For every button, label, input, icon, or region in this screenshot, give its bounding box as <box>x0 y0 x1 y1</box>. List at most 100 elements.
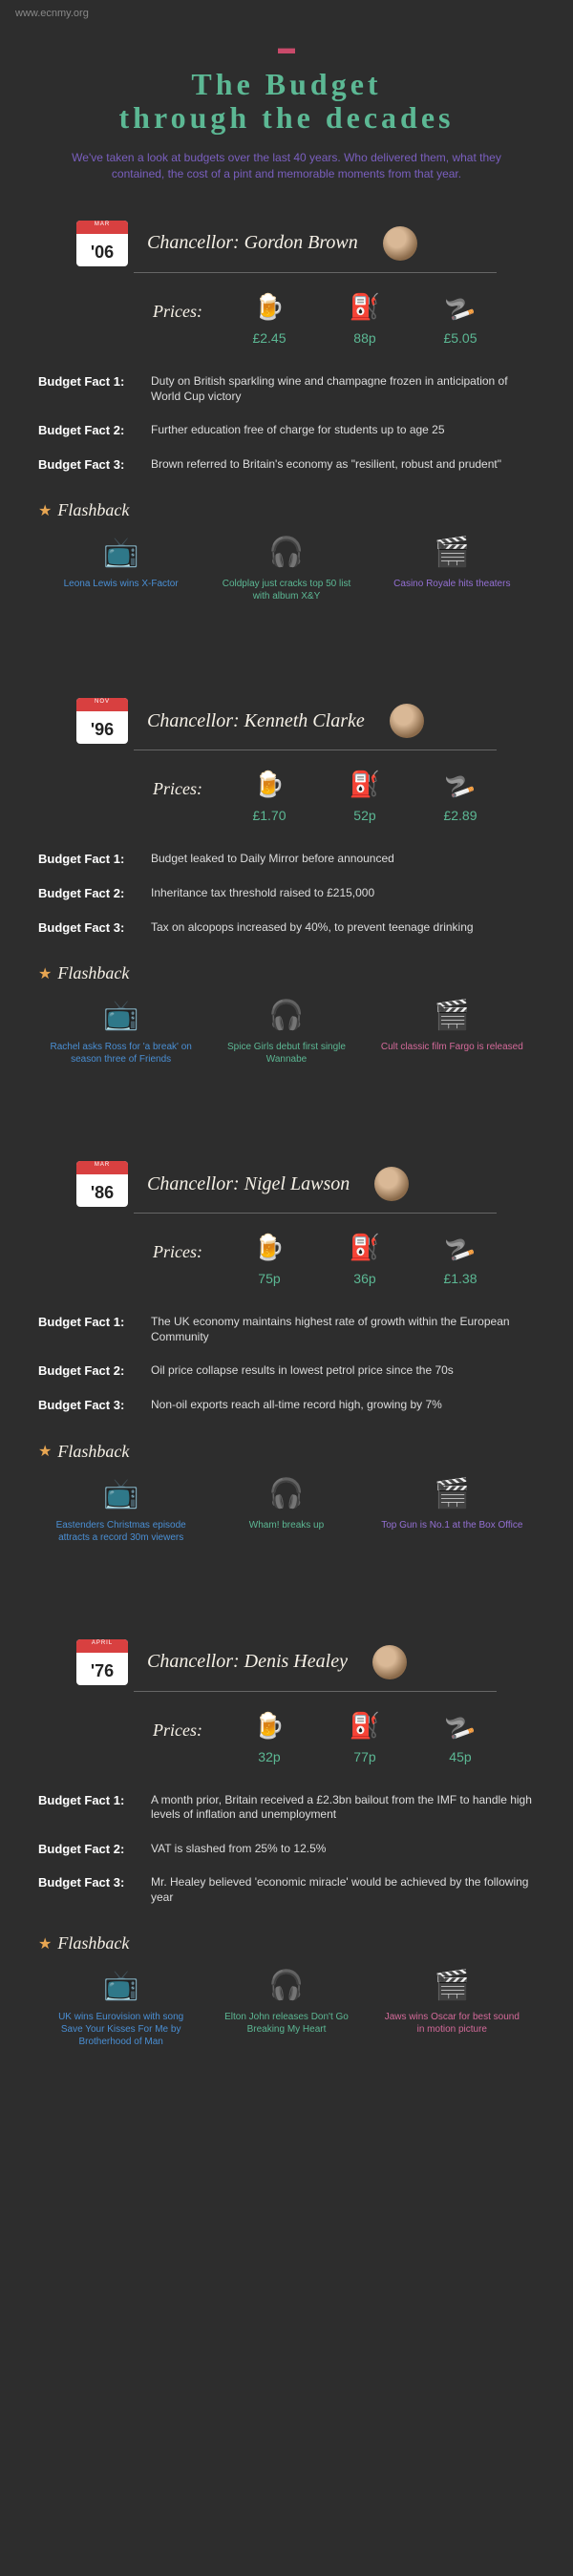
price-cigarettes: 🚬 £2.89 <box>432 770 489 823</box>
prices-label: Prices: <box>153 779 202 799</box>
flashback-header: ★ Flashback <box>38 500 535 520</box>
tv-icon: 📺 <box>103 536 138 570</box>
decade-section: NOV '96 Chancellor: Kenneth Clarke Price… <box>38 698 535 1066</box>
facts-list: Budget Fact 1: Budget leaked to Daily Mi… <box>38 852 535 935</box>
avatar <box>372 1645 407 1679</box>
flashback-items: 📺 Rachel asks Ross for 'a break' on seas… <box>48 999 525 1066</box>
fact-label: Budget Fact 2: <box>38 886 141 901</box>
chancellor-name: Chancellor: Denis Healey <box>147 1651 348 1673</box>
calendar-icon: NOV '96 <box>76 698 128 744</box>
price-fuel: ⛽ 77p <box>336 1711 393 1764</box>
calendar-icon: APRIL '76 <box>76 1639 128 1685</box>
price-value: £5.05 <box>443 330 477 346</box>
fact-label: Budget Fact 3: <box>38 1875 141 1905</box>
flashback-text: Leona Lewis wins X-Factor <box>64 578 179 590</box>
flashback-text: Rachel asks Ross for 'a break' on season… <box>50 1041 193 1066</box>
star-icon: ★ <box>38 964 52 983</box>
flashback-item: 📺 Rachel asks Ross for 'a break' on seas… <box>50 999 193 1066</box>
fact-text: The UK economy maintains highest rate of… <box>151 1315 535 1344</box>
flashback-items: 📺 Eastenders Christmas episode attracts … <box>48 1477 525 1544</box>
price-fuel: ⛽ 36p <box>336 1233 393 1286</box>
calendar-month: MAR <box>76 222 128 227</box>
price-cigarettes: 🚬 45p <box>432 1711 489 1764</box>
price-beer: 🍺 75p <box>241 1233 298 1286</box>
flashback-header: ★ Flashback <box>38 1933 535 1953</box>
site-url: www.ecnmy.org <box>0 0 573 19</box>
price-fuel: ⛽ 52p <box>336 770 393 823</box>
prices-row: Prices: 🍺 £1.70 ⛽ 52p 🚬 £2.89 <box>153 770 535 823</box>
flashback-text: Spice Girls debut first single Wannabe <box>215 1041 358 1066</box>
flashback-text: Elton John releases Don't Go Breaking My… <box>215 2011 358 2036</box>
fact-label: Budget Fact 1: <box>38 1793 141 1823</box>
calendar-year: '96 <box>91 720 114 740</box>
divider <box>134 272 497 273</box>
flashback-header: ★ Flashback <box>38 963 535 983</box>
budget-fact: Budget Fact 3: Mr. Healey believed 'econ… <box>38 1875 535 1905</box>
flashback-item: 🎧 Coldplay just cracks top 50 list with … <box>215 536 358 602</box>
fact-text: A month prior, Britain received a £2.3bn… <box>151 1793 535 1823</box>
budget-fact: Budget Fact 1: Duty on British sparkling… <box>38 374 535 404</box>
fact-text: Mr. Healey believed 'economic miracle' w… <box>151 1875 535 1905</box>
price-beer: 🍺 £2.45 <box>241 292 298 346</box>
calendar-icon: MAR '86 <box>76 1161 128 1207</box>
film-icon: 🎬 <box>435 536 470 570</box>
calendar-year: '86 <box>91 1183 114 1203</box>
beer-icon: 🍺 <box>254 1233 285 1263</box>
title-line1: The Budget <box>191 67 381 101</box>
budget-fact: Budget Fact 2: Further education free of… <box>38 423 535 438</box>
flashback-items: 📺 Leona Lewis wins X-Factor 🎧 Coldplay j… <box>48 536 525 602</box>
calendar-month: NOV <box>76 699 128 705</box>
price-value: 32p <box>258 1749 280 1764</box>
price-value: £1.38 <box>443 1271 477 1286</box>
flashback-item: 🎧 Spice Girls debut first single Wannabe <box>215 999 358 1066</box>
price-beer: 🍺 32p <box>241 1711 298 1764</box>
fuel-icon: ⛽ <box>350 1711 380 1742</box>
flashback-item: 📺 UK wins Eurovision with song Save Your… <box>50 1969 193 2048</box>
decade-section: APRIL '76 Chancellor: Denis Healey Price… <box>38 1639 535 2049</box>
year-row: APRIL '76 Chancellor: Denis Healey <box>76 1639 535 1685</box>
divider <box>134 1213 497 1214</box>
chancellor-name: Chancellor: Nigel Lawson <box>147 1173 350 1195</box>
flashback-item: 📺 Eastenders Christmas episode attracts … <box>50 1477 193 1544</box>
fact-label: Budget Fact 1: <box>38 852 141 867</box>
budget-fact: Budget Fact 3: Non-oil exports reach all… <box>38 1398 535 1413</box>
fact-label: Budget Fact 3: <box>38 457 141 473</box>
fact-text: Non-oil exports reach all-time record hi… <box>151 1398 442 1413</box>
calendar-year: '76 <box>91 1661 114 1681</box>
facts-list: Budget Fact 1: Duty on British sparkling… <box>38 374 535 472</box>
music-icon: 🎧 <box>268 536 304 570</box>
fact-text: Duty on British sparkling wine and champ… <box>151 374 535 404</box>
intro-text: We've taken a look at budgets over the l… <box>67 150 506 182</box>
fact-label: Budget Fact 1: <box>38 1315 141 1344</box>
fact-text: Tax on alcopops increased by 40%, to pre… <box>151 920 474 936</box>
facts-list: Budget Fact 1: The UK economy maintains … <box>38 1315 535 1412</box>
cigarette-icon: 🚬 <box>443 288 478 326</box>
calendar-year: '06 <box>91 243 114 263</box>
beer-icon: 🍺 <box>254 770 285 800</box>
flashback-text: Jaws wins Oscar for best sound in motion… <box>380 2011 523 2036</box>
budget-fact: Budget Fact 3: Tax on alcopops increased… <box>38 920 535 936</box>
prices-label: Prices: <box>153 1721 202 1741</box>
budget-fact: Budget Fact 1: A month prior, Britain re… <box>38 1793 535 1823</box>
star-icon: ★ <box>38 1934 52 1953</box>
flashback-text: Cult classic film Fargo is released <box>381 1041 523 1053</box>
price-cigarettes: 🚬 £1.38 <box>432 1233 489 1286</box>
title-line2: through the decades <box>119 100 455 135</box>
tv-icon: 📺 <box>103 1969 138 2003</box>
star-icon: ★ <box>38 501 52 520</box>
flashback-text: UK wins Eurovision with song Save Your K… <box>50 2011 193 2048</box>
avatar <box>390 704 424 738</box>
avatar <box>374 1167 409 1201</box>
film-icon: 🎬 <box>435 999 470 1033</box>
price-value: 75p <box>258 1271 280 1286</box>
flashback-text: Top Gun is No.1 at the Box Office <box>381 1519 522 1531</box>
price-beer: 🍺 £1.70 <box>241 770 298 823</box>
cigarette-icon: 🚬 <box>443 1707 478 1744</box>
price-value: 77p <box>353 1749 375 1764</box>
cigarette-icon: 🚬 <box>443 1229 478 1266</box>
flashback-item: 🎬 Top Gun is No.1 at the Box Office <box>380 1477 523 1544</box>
facts-list: Budget Fact 1: A month prior, Britain re… <box>38 1793 535 1906</box>
chancellor-name: Chancellor: Gordon Brown <box>147 232 358 254</box>
flashback-item: 🎧 Elton John releases Don't Go Breaking … <box>215 1969 358 2048</box>
fact-label: Budget Fact 3: <box>38 1398 141 1413</box>
